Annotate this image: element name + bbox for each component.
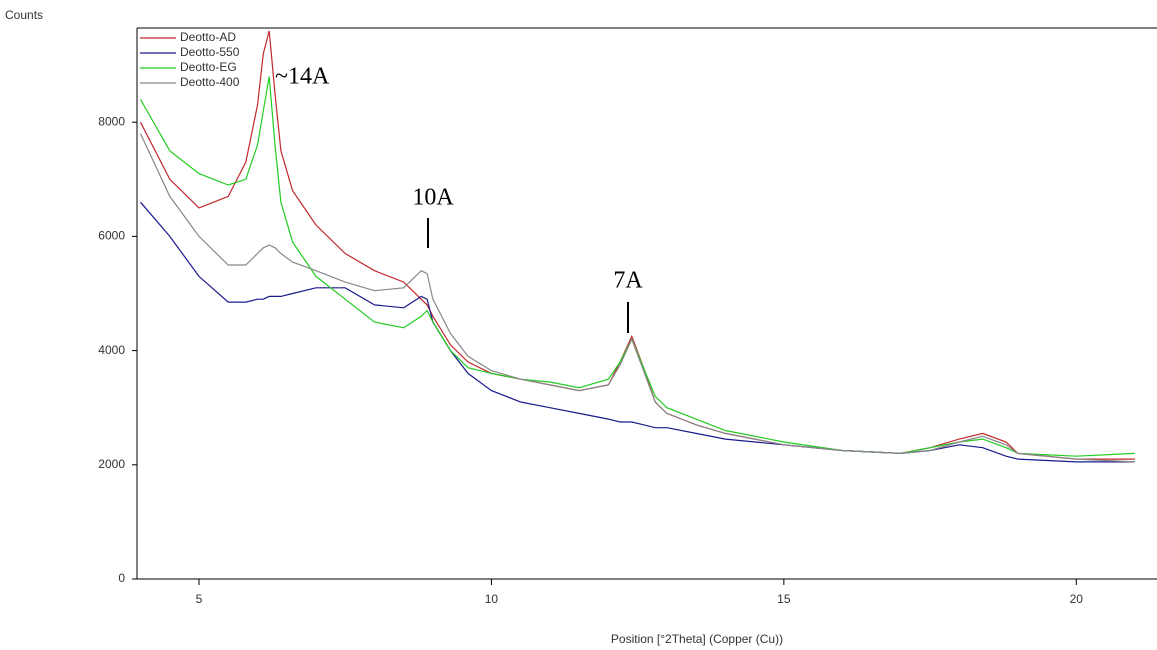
- x-axis-label: Position [°2Theta] (Copper (Cu)): [611, 632, 783, 646]
- series-line: [139, 30, 1135, 460]
- y-tick-label: 0: [118, 571, 125, 585]
- series-line: [140, 201, 1135, 463]
- legend-label: Deotto-400: [180, 75, 240, 89]
- x-tick-label: 5: [196, 592, 203, 606]
- y-tick-label: 2000: [98, 457, 125, 471]
- series-line: [139, 133, 1135, 463]
- x-tick-label: 15: [777, 592, 791, 606]
- legend-label: Deotto-AD: [180, 30, 236, 44]
- x-tick-label: 10: [485, 592, 499, 606]
- y-axis-label: Counts: [5, 8, 43, 22]
- x-tick-label: 20: [1070, 592, 1084, 606]
- annotation: 10A: [412, 185, 454, 211]
- annotation: ~14A: [275, 64, 330, 90]
- y-tick-label: 6000: [98, 229, 125, 243]
- legend-label: Deotto-550: [180, 45, 240, 59]
- annotation: 7A: [613, 268, 643, 294]
- y-tick-label: 8000: [98, 114, 125, 128]
- legend-label: Deotto-EG: [180, 60, 237, 74]
- series-line: [139, 76, 1135, 457]
- y-tick-label: 4000: [98, 343, 125, 357]
- plot-area: [139, 30, 1135, 463]
